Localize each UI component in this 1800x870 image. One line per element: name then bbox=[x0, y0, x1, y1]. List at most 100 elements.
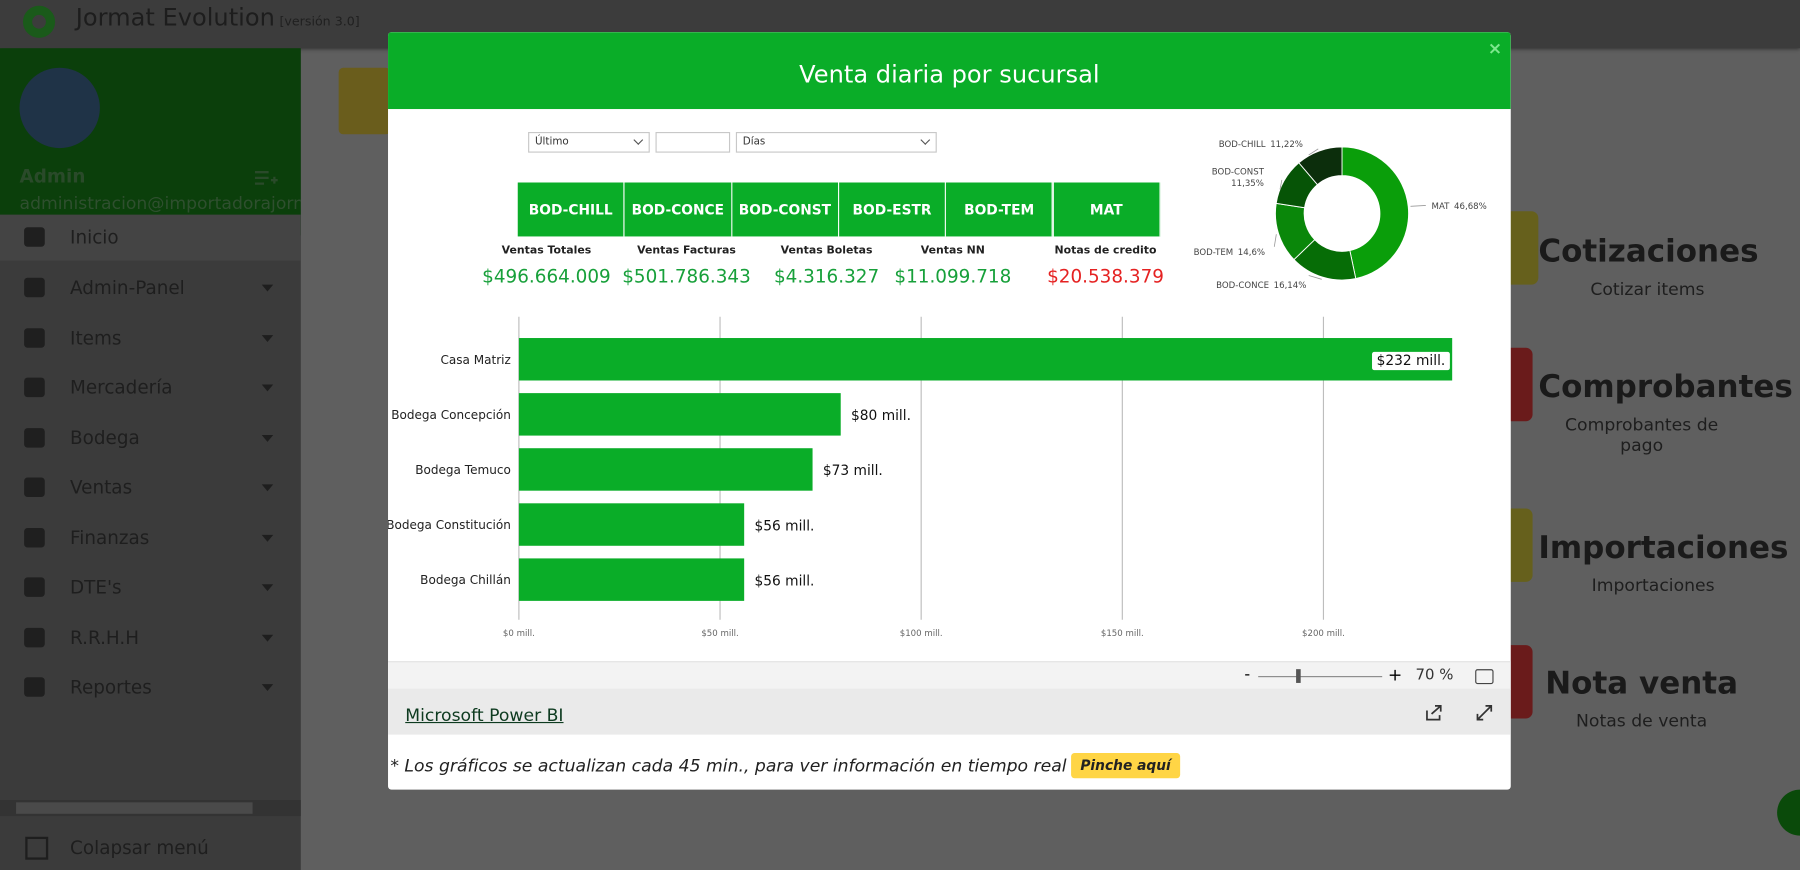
share-icon[interactable] bbox=[1425, 704, 1443, 722]
zoom-out[interactable]: - bbox=[1244, 665, 1251, 685]
charts: $0 mill. $50 mill. $100 mill. $150 mill. $20… bbox=[388, 140, 1487, 639]
add-icon[interactable] bbox=[254, 169, 278, 187]
zoom-level: 70 % bbox=[1415, 666, 1454, 685]
profile: Admin administracion@importadorajorm bbox=[0, 48, 301, 236]
x-tick-label: $200 mill. bbox=[1302, 629, 1345, 639]
card-title: Nota venta bbox=[1545, 665, 1739, 702]
powerbi-link[interactable]: Microsoft Power BI bbox=[405, 704, 564, 726]
menu-label: Finanzas bbox=[70, 526, 150, 549]
branch-button[interactable]: BOD-CONCE bbox=[624, 182, 732, 237]
close-button[interactable]: × bbox=[1487, 37, 1503, 59]
unit-select[interactable]: Días bbox=[735, 131, 937, 153]
fit-button[interactable] bbox=[1475, 669, 1494, 685]
menu-item[interactable]: Reportes bbox=[0, 665, 301, 711]
collapse-menu[interactable]: Colapsar menú bbox=[0, 829, 301, 870]
menu-icon bbox=[24, 277, 45, 298]
zoom-in[interactable]: + bbox=[1387, 664, 1403, 686]
donut-slice bbox=[1341, 146, 1409, 280]
menu-label: Admin-Panel bbox=[70, 276, 185, 299]
menu-item[interactable]: Inicio bbox=[0, 214, 301, 261]
menu-item[interactable]: Admin-Panel bbox=[0, 265, 301, 311]
note: * Los gráficos se actualizan cada 45 min… bbox=[390, 752, 1180, 779]
branch-button[interactable]: MAT bbox=[1053, 182, 1161, 237]
menu-item[interactable]: Finanzas bbox=[0, 515, 301, 561]
zoom-thumb[interactable] bbox=[1296, 669, 1301, 683]
menu-caret bbox=[261, 634, 274, 642]
menu-caret bbox=[261, 335, 274, 343]
sidebar: Admin administracion@importadorajorm Ini… bbox=[0, 48, 301, 870]
leader-line bbox=[1410, 205, 1426, 207]
data-label: $80 mill. bbox=[851, 408, 911, 424]
x-tick-label: $0 mill. bbox=[503, 629, 535, 639]
unit-value: Días bbox=[742, 136, 766, 149]
donut-label-value: 16,14% bbox=[1274, 281, 1307, 291]
period-select[interactable]: Último bbox=[528, 131, 650, 153]
menu-label: DTE's bbox=[70, 576, 122, 599]
card[interactable]: Cotizaciones Cotizar items bbox=[1538, 234, 1758, 300]
menu-item[interactable]: Bodega bbox=[0, 416, 301, 462]
bar bbox=[518, 393, 841, 436]
menu-label: R.R.H.H bbox=[70, 626, 140, 649]
branch-button[interactable]: BOD-ESTR bbox=[839, 182, 947, 237]
donut-label-value: 14,6% bbox=[1238, 248, 1265, 258]
fullscreen-icon[interactable] bbox=[1475, 704, 1493, 722]
menu-item[interactable]: Mercadería bbox=[0, 365, 301, 411]
data-label: $56 mill. bbox=[755, 573, 815, 589]
donut-label-name: BOD-TEM bbox=[1194, 248, 1234, 258]
menu-caret bbox=[261, 284, 274, 292]
modal-title: Venta diaria por sucursal bbox=[799, 60, 1100, 89]
card-subtitle: Comprobantes de pago bbox=[1565, 414, 1719, 456]
kpi-label: Ventas Facturas bbox=[637, 244, 736, 258]
donut-label-name: BOD-CONST bbox=[1212, 167, 1265, 177]
menu-caret bbox=[261, 684, 274, 691]
data-label-bg bbox=[1372, 351, 1450, 371]
menu-item[interactable]: R.R.H.H bbox=[0, 615, 301, 661]
menu-caret bbox=[261, 584, 274, 592]
card[interactable]: Importaciones Importaciones bbox=[1538, 530, 1789, 595]
y-tick-label: Casa Matriz bbox=[440, 353, 510, 367]
branch-button[interactable]: BOD-CHILL bbox=[517, 182, 625, 237]
y-tick-label: Bodega Chillán bbox=[420, 573, 511, 587]
donut-label: BOD-CONST 11,35% bbox=[1212, 167, 1265, 188]
period-value: Último bbox=[534, 136, 569, 149]
menu-icon bbox=[24, 477, 45, 497]
card-subtitle: Cotizar items bbox=[1590, 278, 1705, 300]
donut-label-name: BOD-CHILL bbox=[1219, 140, 1266, 150]
card[interactable]: Comprobantes Comprobantes de pago bbox=[1538, 370, 1793, 456]
donut-slice bbox=[1298, 146, 1343, 186]
donut-label: BOD-CHILL 11,22% bbox=[1219, 140, 1303, 150]
avatar[interactable] bbox=[19, 67, 100, 149]
chat-button[interactable] bbox=[1777, 789, 1800, 836]
menu-item[interactable]: Items bbox=[0, 316, 301, 362]
menu-icon bbox=[24, 527, 45, 548]
branch-button[interactable]: BOD-TEM bbox=[946, 182, 1054, 237]
menu-icon bbox=[24, 677, 45, 697]
leader-line bbox=[1273, 234, 1277, 247]
menu-icon bbox=[24, 577, 45, 597]
user-email: administracion@importadorajorm bbox=[19, 192, 301, 214]
leader-line bbox=[1308, 275, 1322, 280]
branch-button[interactable]: BOD-CONST bbox=[731, 182, 840, 237]
brand: Jormat Evolution [versión 3.0] bbox=[76, 3, 360, 31]
logo bbox=[22, 5, 56, 38]
scrollbar[interactable] bbox=[0, 800, 301, 817]
card[interactable]: Nota venta Notas de venta bbox=[1527, 666, 1757, 731]
menu-caret bbox=[261, 534, 274, 542]
donut-label-value: 46,68% bbox=[1454, 202, 1487, 212]
bar bbox=[518, 448, 813, 491]
donut-label: BOD-TEM 14,6% bbox=[1194, 248, 1265, 258]
kpi-label: Ventas NN bbox=[920, 244, 985, 258]
donut-label-value: 11,22% bbox=[1270, 140, 1303, 150]
zoom-bar: - + 70 % bbox=[388, 661, 1511, 690]
menu-icon bbox=[24, 627, 45, 648]
amount-input[interactable] bbox=[655, 131, 731, 153]
version: [versión 3.0] bbox=[279, 13, 360, 29]
menu-item[interactable]: Ventas bbox=[0, 465, 301, 511]
card-title: Importaciones bbox=[1538, 530, 1789, 566]
note-button[interactable]: Pinche aquí bbox=[1071, 752, 1180, 779]
donut-label-value: 11,35% bbox=[1231, 179, 1264, 189]
menu-item[interactable]: DTE's bbox=[0, 565, 301, 611]
bar bbox=[518, 503, 745, 546]
data-label: $73 mill. bbox=[823, 463, 883, 479]
